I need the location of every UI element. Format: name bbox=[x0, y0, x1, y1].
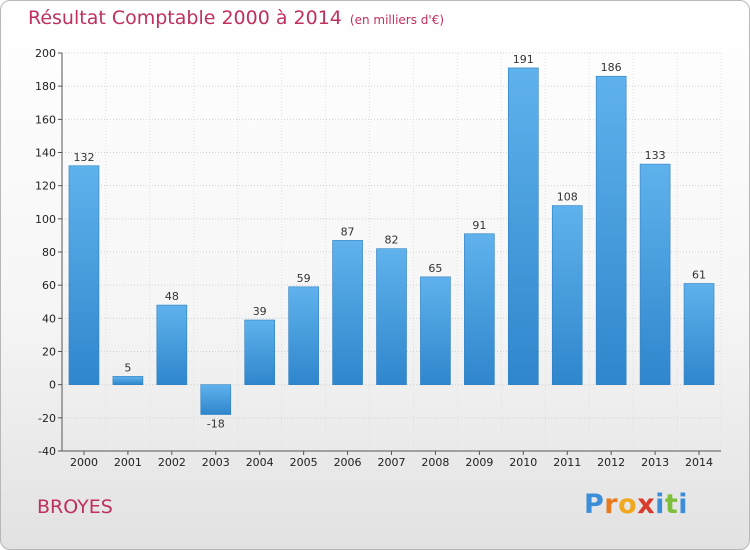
data-label: 191 bbox=[513, 53, 534, 66]
data-label: 5 bbox=[124, 361, 131, 374]
place-name: BROYES bbox=[37, 496, 113, 518]
logo-letter: P bbox=[584, 489, 605, 520]
data-label: 82 bbox=[385, 234, 399, 247]
y-tick-label: 40 bbox=[42, 312, 56, 325]
y-tick-label: -20 bbox=[38, 412, 56, 425]
logo-letter: x bbox=[637, 489, 656, 520]
y-tick-label: 100 bbox=[35, 213, 56, 226]
x-tick-label: 2011 bbox=[553, 456, 581, 469]
data-label: -18 bbox=[207, 418, 225, 431]
bar bbox=[332, 240, 363, 385]
logo-letter: t bbox=[664, 489, 679, 520]
y-tick-label: 60 bbox=[42, 279, 56, 292]
y-tick-label: -40 bbox=[38, 445, 56, 458]
bar bbox=[68, 165, 100, 385]
y-tick-label: 180 bbox=[35, 80, 56, 93]
chart-title: Résultat Comptable 2000 à 2014 (en millie… bbox=[28, 7, 444, 29]
logo-letter: o bbox=[618, 489, 638, 520]
x-tick-label: 2006 bbox=[334, 456, 362, 469]
x-tick-label: 2003 bbox=[202, 456, 230, 469]
x-tick-label: 2001 bbox=[114, 456, 142, 469]
x-tick-label: 2004 bbox=[246, 456, 274, 469]
logo-letter: r bbox=[604, 489, 619, 520]
data-label: 87 bbox=[341, 225, 355, 238]
x-tick-label: 2007 bbox=[378, 456, 406, 469]
data-label: 39 bbox=[253, 305, 267, 318]
bar bbox=[288, 286, 319, 385]
data-label: 48 bbox=[165, 290, 179, 303]
data-label: 65 bbox=[428, 262, 442, 275]
logo-letter: i bbox=[678, 489, 689, 520]
y-tick-label: 0 bbox=[49, 379, 56, 392]
data-label: 59 bbox=[297, 272, 311, 285]
y-tick-label: 160 bbox=[35, 113, 56, 126]
data-label: 186 bbox=[601, 61, 622, 74]
data-label: 133 bbox=[645, 149, 666, 162]
bar bbox=[551, 205, 583, 385]
x-tick-label: 2005 bbox=[290, 456, 318, 469]
data-label: 91 bbox=[472, 219, 486, 232]
bar bbox=[244, 319, 275, 385]
x-tick-label: 2010 bbox=[509, 456, 537, 469]
bar bbox=[464, 233, 495, 385]
bar bbox=[376, 248, 407, 385]
bar bbox=[507, 67, 539, 385]
bar bbox=[595, 75, 627, 385]
bar bbox=[112, 376, 144, 385]
y-tick-label: 80 bbox=[42, 246, 56, 259]
bar bbox=[200, 384, 232, 415]
chart-title-main: Résultat Comptable 2000 à 2014 bbox=[28, 7, 342, 29]
bar bbox=[156, 304, 188, 385]
data-label: 132 bbox=[73, 151, 94, 164]
data-label: 108 bbox=[557, 191, 578, 204]
y-tick-label: 200 bbox=[35, 47, 56, 60]
y-tick-label: 140 bbox=[35, 147, 56, 160]
y-tick-label: 120 bbox=[35, 180, 56, 193]
data-label: 61 bbox=[692, 269, 706, 282]
x-tick-label: 2014 bbox=[685, 456, 713, 469]
x-tick-label: 2002 bbox=[158, 456, 186, 469]
x-tick-label: 2012 bbox=[597, 456, 625, 469]
chart-unit: (en milliers d'€) bbox=[349, 13, 445, 27]
bar bbox=[420, 276, 451, 385]
x-tick-label: 2000 bbox=[70, 456, 98, 469]
x-tick-label: 2008 bbox=[421, 456, 449, 469]
bar bbox=[683, 283, 715, 385]
x-tick-label: 2009 bbox=[465, 456, 493, 469]
logo-letter: i bbox=[655, 489, 665, 520]
y-tick-label: 20 bbox=[42, 346, 56, 359]
x-tick-label: 2013 bbox=[641, 456, 669, 469]
proxiti-logo[interactable]: Proxiti bbox=[584, 489, 688, 520]
bar bbox=[639, 163, 671, 385]
